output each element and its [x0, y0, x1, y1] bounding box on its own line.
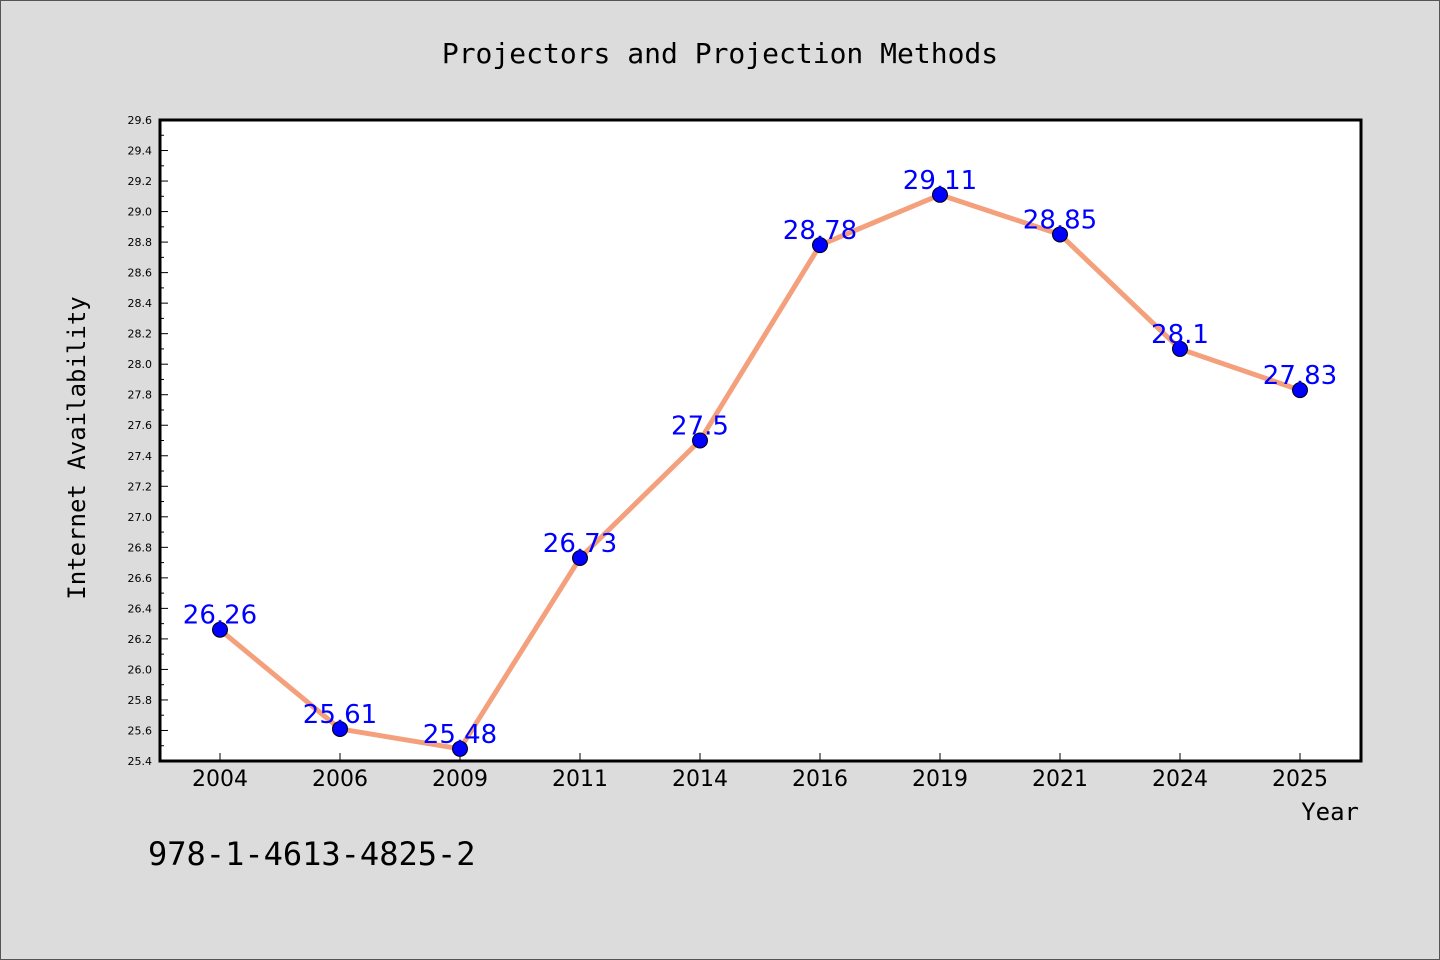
y-tick-label: 28.0 — [128, 358, 153, 371]
y-axis: 25.4 25.6 25.8 26.0 26.2 26.4 26.6 26.8 27.0 27.2… — [128, 114, 168, 768]
y-tick-label: 29.6 — [128, 114, 153, 127]
data-label: 25.61 — [303, 700, 377, 730]
x-axis: 2004 2006 2009 2011 2014 2016 2019 2021 2024 2025 — [192, 753, 1328, 792]
x-tick-label: 2006 — [312, 767, 368, 792]
x-tick-label: 2024 — [1152, 767, 1208, 792]
data-label: 27.5 — [671, 412, 729, 442]
y-tick-label: 28.6 — [128, 267, 153, 280]
x-tick-label: 2025 — [1272, 767, 1328, 792]
data-point — [812, 237, 828, 254]
data-point — [212, 621, 228, 638]
data-label: 29.11 — [903, 166, 977, 196]
data-label: 27.83 — [1263, 361, 1337, 391]
data-point — [932, 186, 948, 203]
x-axis-label: Year — [1301, 798, 1359, 826]
y-tick-label: 29.4 — [128, 145, 153, 158]
y-tick-label: 29.0 — [128, 206, 153, 219]
x-tick-label: 2011 — [552, 767, 608, 792]
plot-area — [158, 118, 1363, 763]
y-tick-label: 25.8 — [128, 694, 153, 707]
data-label: 26.73 — [543, 529, 617, 559]
data-label: 28.78 — [783, 216, 857, 246]
x-tick-label: 2009 — [432, 767, 488, 792]
y-tick-label: 27.2 — [128, 480, 153, 493]
series-group: 26.26 25.61 25.48 26.73 27.5 28.78 29.11 28.85 2… — [183, 166, 1337, 757]
data-point — [452, 740, 468, 757]
x-tick-label: 2019 — [912, 767, 968, 792]
y-tick-label: 26.6 — [128, 572, 153, 585]
y-tick-label: 26.0 — [128, 663, 153, 676]
y-tick-label: 25.4 — [128, 755, 153, 768]
y-tick-label: 28.8 — [128, 236, 153, 249]
x-tick-label: 2014 — [672, 767, 728, 792]
data-label: 28.1 — [1151, 320, 1209, 350]
y-tick-label: 29.2 — [128, 175, 153, 188]
isbn-annotation: 978-1-4613-4825-2 — [148, 835, 476, 873]
data-point — [692, 432, 708, 449]
chart-title: Projectors and Projection Methods — [442, 37, 998, 70]
y-tick-label: 27.0 — [128, 511, 153, 524]
y-axis-label: Internet Availability — [63, 296, 91, 599]
y-tick-label: 28.4 — [128, 297, 153, 310]
y-tick-label: 26.4 — [128, 602, 153, 615]
x-tick-label: 2021 — [1032, 767, 1088, 792]
series-line — [218, 192, 1301, 752]
y-tick-label: 26.8 — [128, 541, 153, 554]
data-point — [1172, 340, 1188, 357]
data-label: 25.48 — [423, 720, 497, 750]
y-tick-label: 26.2 — [128, 633, 153, 646]
data-label: 26.26 — [183, 601, 257, 631]
data-point — [1052, 226, 1068, 243]
x-tick-label: 2004 — [192, 767, 248, 792]
data-label: 28.85 — [1023, 205, 1097, 235]
data-point — [332, 720, 348, 737]
y-tick-label: 27.4 — [128, 450, 153, 463]
data-point — [572, 550, 588, 567]
x-tick-label: 2016 — [792, 767, 848, 792]
y-tick-label: 27.6 — [128, 419, 153, 432]
data-point — [1292, 382, 1308, 399]
y-tick-label: 25.6 — [128, 724, 153, 737]
y-tick-label: 27.8 — [128, 389, 153, 402]
y-tick-label: 28.2 — [128, 328, 153, 341]
